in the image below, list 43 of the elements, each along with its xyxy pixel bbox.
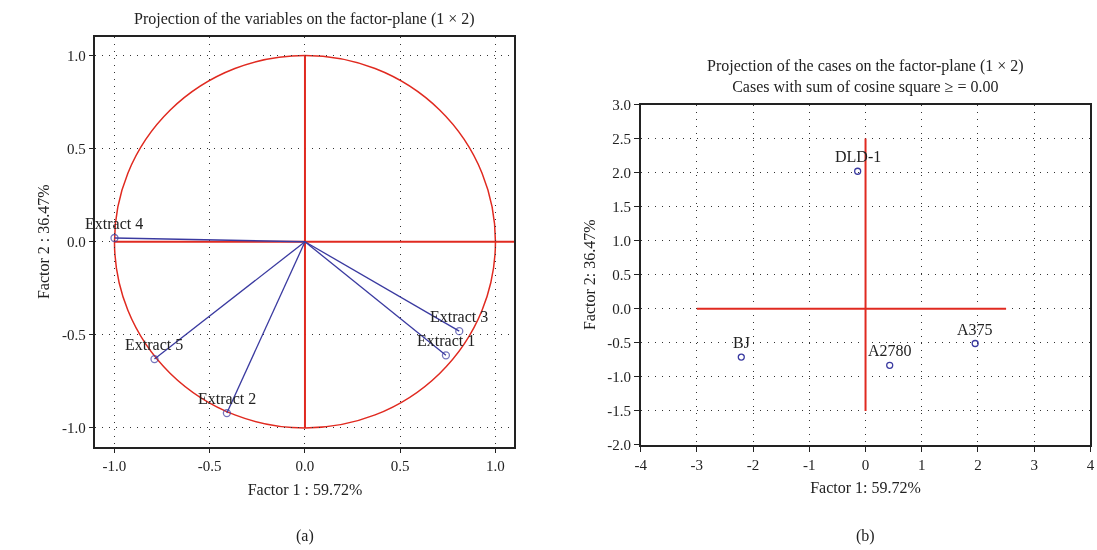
chart-title: Projection of the variables on the factor-plane (1 × 2) <box>134 10 475 28</box>
x-tick-label: -1 <box>803 456 816 473</box>
y-tick-label: 1.0 <box>612 232 631 249</box>
y-tick-label: 0.5 <box>612 266 631 283</box>
y-tick-label: -1.0 <box>607 369 631 386</box>
series-label: BJ <box>733 334 750 351</box>
series-label: A2780 <box>868 342 912 359</box>
series-label: Extract 3 <box>430 308 489 325</box>
y-axis-title: Factor 2 : 36.47% <box>35 184 53 300</box>
x-axis-title: Factor 1 : 59.72% <box>247 480 363 498</box>
chart-subtitle: Cases with sum of cosine square ≥ = 0.00 <box>732 77 999 96</box>
y-tick-label: 2.5 <box>612 130 631 147</box>
series-label: A375 <box>957 321 993 338</box>
chart-title: Projection of the cases on the factor-plane (1 × 2) <box>707 57 1024 75</box>
x-tick-label: 4 <box>1086 456 1095 473</box>
y-tick-label: 0.0 <box>612 301 631 318</box>
x-tick-label: 1 <box>918 456 926 473</box>
y-tick-label: -0.5 <box>61 327 86 344</box>
y-tick-label: 0.5 <box>66 140 86 157</box>
x-tick-label: 3 <box>1030 456 1038 473</box>
x-tick-label: 0 <box>861 456 870 473</box>
y-tick-label: 0.0 <box>66 233 86 250</box>
y-tick-label: -2.0 <box>607 437 631 454</box>
x-tick-label: 0.5 <box>390 458 410 475</box>
text: (a) <box>296 527 314 545</box>
y-tick-label: -1.0 <box>61 420 86 437</box>
x-axis-title: Factor 1: 59.72% <box>810 478 921 496</box>
x-tick-label: 0.0 <box>295 458 315 475</box>
x-tick-label: -2 <box>746 456 760 473</box>
y-axis-title: Factor 2: 36.47% <box>580 219 598 331</box>
y-tick-label: 1.0 <box>66 47 86 64</box>
y-tick-label: 2.0 <box>612 164 631 181</box>
x-tick-label: 2 <box>974 456 982 473</box>
x-tick-label: 1.0 <box>486 458 505 475</box>
x-tick-label: -0.5 <box>197 458 222 475</box>
y-tick-label: 3.0 <box>612 96 631 113</box>
text: (b) <box>856 527 875 545</box>
x-tick-label: -4 <box>634 456 648 473</box>
x-tick-label: -1.0 <box>102 458 127 475</box>
y-tick-label: 1.5 <box>612 198 631 215</box>
y-tick-label: -1.5 <box>607 403 631 420</box>
x-tick-label: -3 <box>690 456 704 473</box>
y-tick-label: -0.5 <box>607 335 631 352</box>
